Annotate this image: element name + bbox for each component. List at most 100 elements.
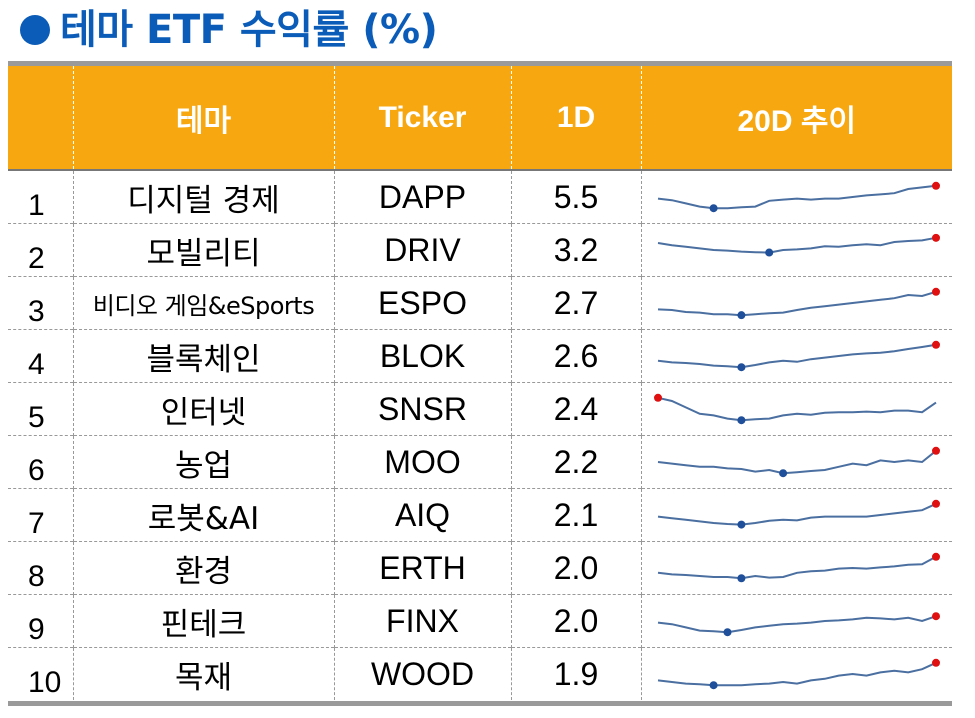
ticker-cell: BLOK (333, 329, 511, 383)
table-body: 1 디지털 경제 DAPP 5.5 2 모빌리티 DRIV 3.2 3 비디오 게임&eSport… (8, 169, 952, 700)
table-row: 5 인터넷 SNSR 2.4 (8, 382, 952, 436)
ticker-cell: ERTH (333, 541, 511, 595)
sparkline-max-point (931, 181, 940, 190)
sparkline-max-point (931, 340, 940, 349)
table-row: 4 블록체인 BLOK 2.6 (8, 329, 952, 383)
sparkline-max-point (931, 233, 940, 242)
sparkline-line (657, 450, 937, 475)
return-1d-cell: 5.5 (510, 169, 641, 224)
return-1d-cell: 2.4 (510, 382, 641, 436)
ticker-cell: DRIV (333, 223, 511, 277)
sparkline-chart (657, 552, 940, 583)
ticker-cell: FINX (333, 594, 511, 648)
rank-cell: 1 (8, 169, 73, 224)
rank-cell: 5 (8, 382, 73, 436)
header-row: 테마 Ticker 1D 20D 추이 (8, 66, 952, 170)
table-row: 7 로봇&AI AIQ 2.1 (8, 488, 952, 542)
sparkline-min-point (737, 574, 746, 583)
theme-cell: 모빌리티 (72, 223, 334, 277)
theme-cell: 디지털 경제 (72, 169, 334, 224)
table-row: 10 목재 WOOD 1.9 (8, 647, 952, 700)
header-rank (8, 66, 73, 170)
table-row: 2 모빌리티 DRIV 3.2 (8, 223, 952, 277)
sparkline-max-point (931, 499, 940, 508)
sparkline-line (657, 615, 937, 634)
theme-cell: 농업 (72, 435, 334, 489)
sparkline-max-point (653, 393, 662, 402)
theme-cell: 핀테크 (72, 594, 334, 648)
theme-cell: 로봇&AI (72, 488, 334, 542)
rank-cell: 3 (8, 276, 73, 330)
rank-cell: 4 (8, 329, 73, 383)
theme-cell: 블록체인 (72, 329, 334, 383)
sparkline-line (657, 661, 937, 687)
sparkline-max-point (931, 287, 940, 296)
sparkline-line (657, 343, 936, 369)
ticker-cell: AIQ (333, 488, 511, 542)
sparkline-cell (640, 647, 952, 700)
header-theme: 테마 (72, 66, 334, 170)
rank-cell: 8 (8, 541, 73, 595)
theme-cell: 환경 (72, 541, 334, 595)
sparkline-line (657, 290, 937, 317)
return-1d-cell: 3.2 (510, 223, 641, 277)
etf-table: 테마 Ticker 1D 20D 추이 1 디지털 경제 DAPP 5.5 2 모빌리티 D… (8, 66, 952, 700)
header-ticker: Ticker (333, 66, 511, 170)
sparkline-cell (640, 276, 952, 330)
sparkline-chart (657, 233, 940, 257)
sparkline-cell (640, 488, 952, 542)
sparkline-chart (657, 612, 940, 637)
sparkline-line (657, 502, 937, 526)
sparkline-chart (657, 446, 940, 478)
return-1d-cell: 2.0 (510, 594, 641, 648)
table-row: 8 환경 ERTH 2.0 (8, 541, 952, 595)
rank-cell: 7 (8, 488, 73, 542)
sparkline-chart (657, 499, 940, 529)
sparkline-min-point (737, 416, 746, 425)
sparkline-min-point (764, 248, 773, 257)
sparkline-min-point (709, 681, 718, 690)
ticker-cell: ESPO (333, 276, 511, 330)
sparkline-line (657, 236, 936, 254)
sparkline-cell (640, 435, 952, 489)
sparkline-cell (640, 594, 952, 648)
sparkline-cell (640, 541, 952, 595)
title-bullet-icon (20, 15, 50, 45)
table-row: 1 디지털 경제 DAPP 5.5 (8, 169, 952, 224)
ticker-cell: SNSR (333, 382, 511, 436)
sparkline-max-point (931, 552, 940, 561)
sparkline-max-point (931, 612, 940, 621)
table-row: 3 비디오 게임&eSports ESPO 2.7 (8, 276, 952, 330)
rank-cell: 2 (8, 223, 73, 277)
sparkline-min-point (737, 311, 746, 320)
page-title: 테마 ETF 수익률 (%) (60, 7, 438, 53)
return-1d-cell: 1.9 (510, 647, 641, 700)
return-1d-cell: 2.0 (510, 541, 641, 595)
top-rule (8, 61, 952, 66)
sparkline-min-point (709, 204, 718, 213)
return-1d-cell: 2.7 (510, 276, 641, 330)
theme-cell: 인터넷 (72, 382, 334, 436)
rank-cell: 9 (8, 594, 73, 648)
sparkline-min-point (737, 520, 746, 529)
return-1d-cell: 2.2 (510, 435, 641, 489)
return-1d-cell: 2.6 (510, 329, 641, 383)
sparkline-min-point (723, 628, 732, 637)
sparkline-min-point (778, 469, 787, 478)
ticker-cell: MOO (333, 435, 511, 489)
ticker-cell: DAPP (333, 169, 511, 224)
ticker-cell: WOOD (333, 647, 511, 700)
sparkline-cell (640, 382, 952, 436)
sparkline-chart (657, 340, 940, 372)
header-1d: 1D (510, 66, 641, 170)
sparkline-chart (653, 393, 937, 425)
theme-cell: 비디오 게임&eSports (72, 276, 334, 330)
sparkline-cell (640, 169, 952, 224)
sparkline-line (657, 396, 937, 422)
sparkline-cell (640, 223, 952, 277)
sparkline-chart (657, 287, 940, 320)
sparkline-cell (640, 329, 952, 383)
sparkline-chart (657, 181, 940, 213)
rank-cell: 10 (8, 647, 73, 700)
bottom-rule (8, 701, 952, 706)
